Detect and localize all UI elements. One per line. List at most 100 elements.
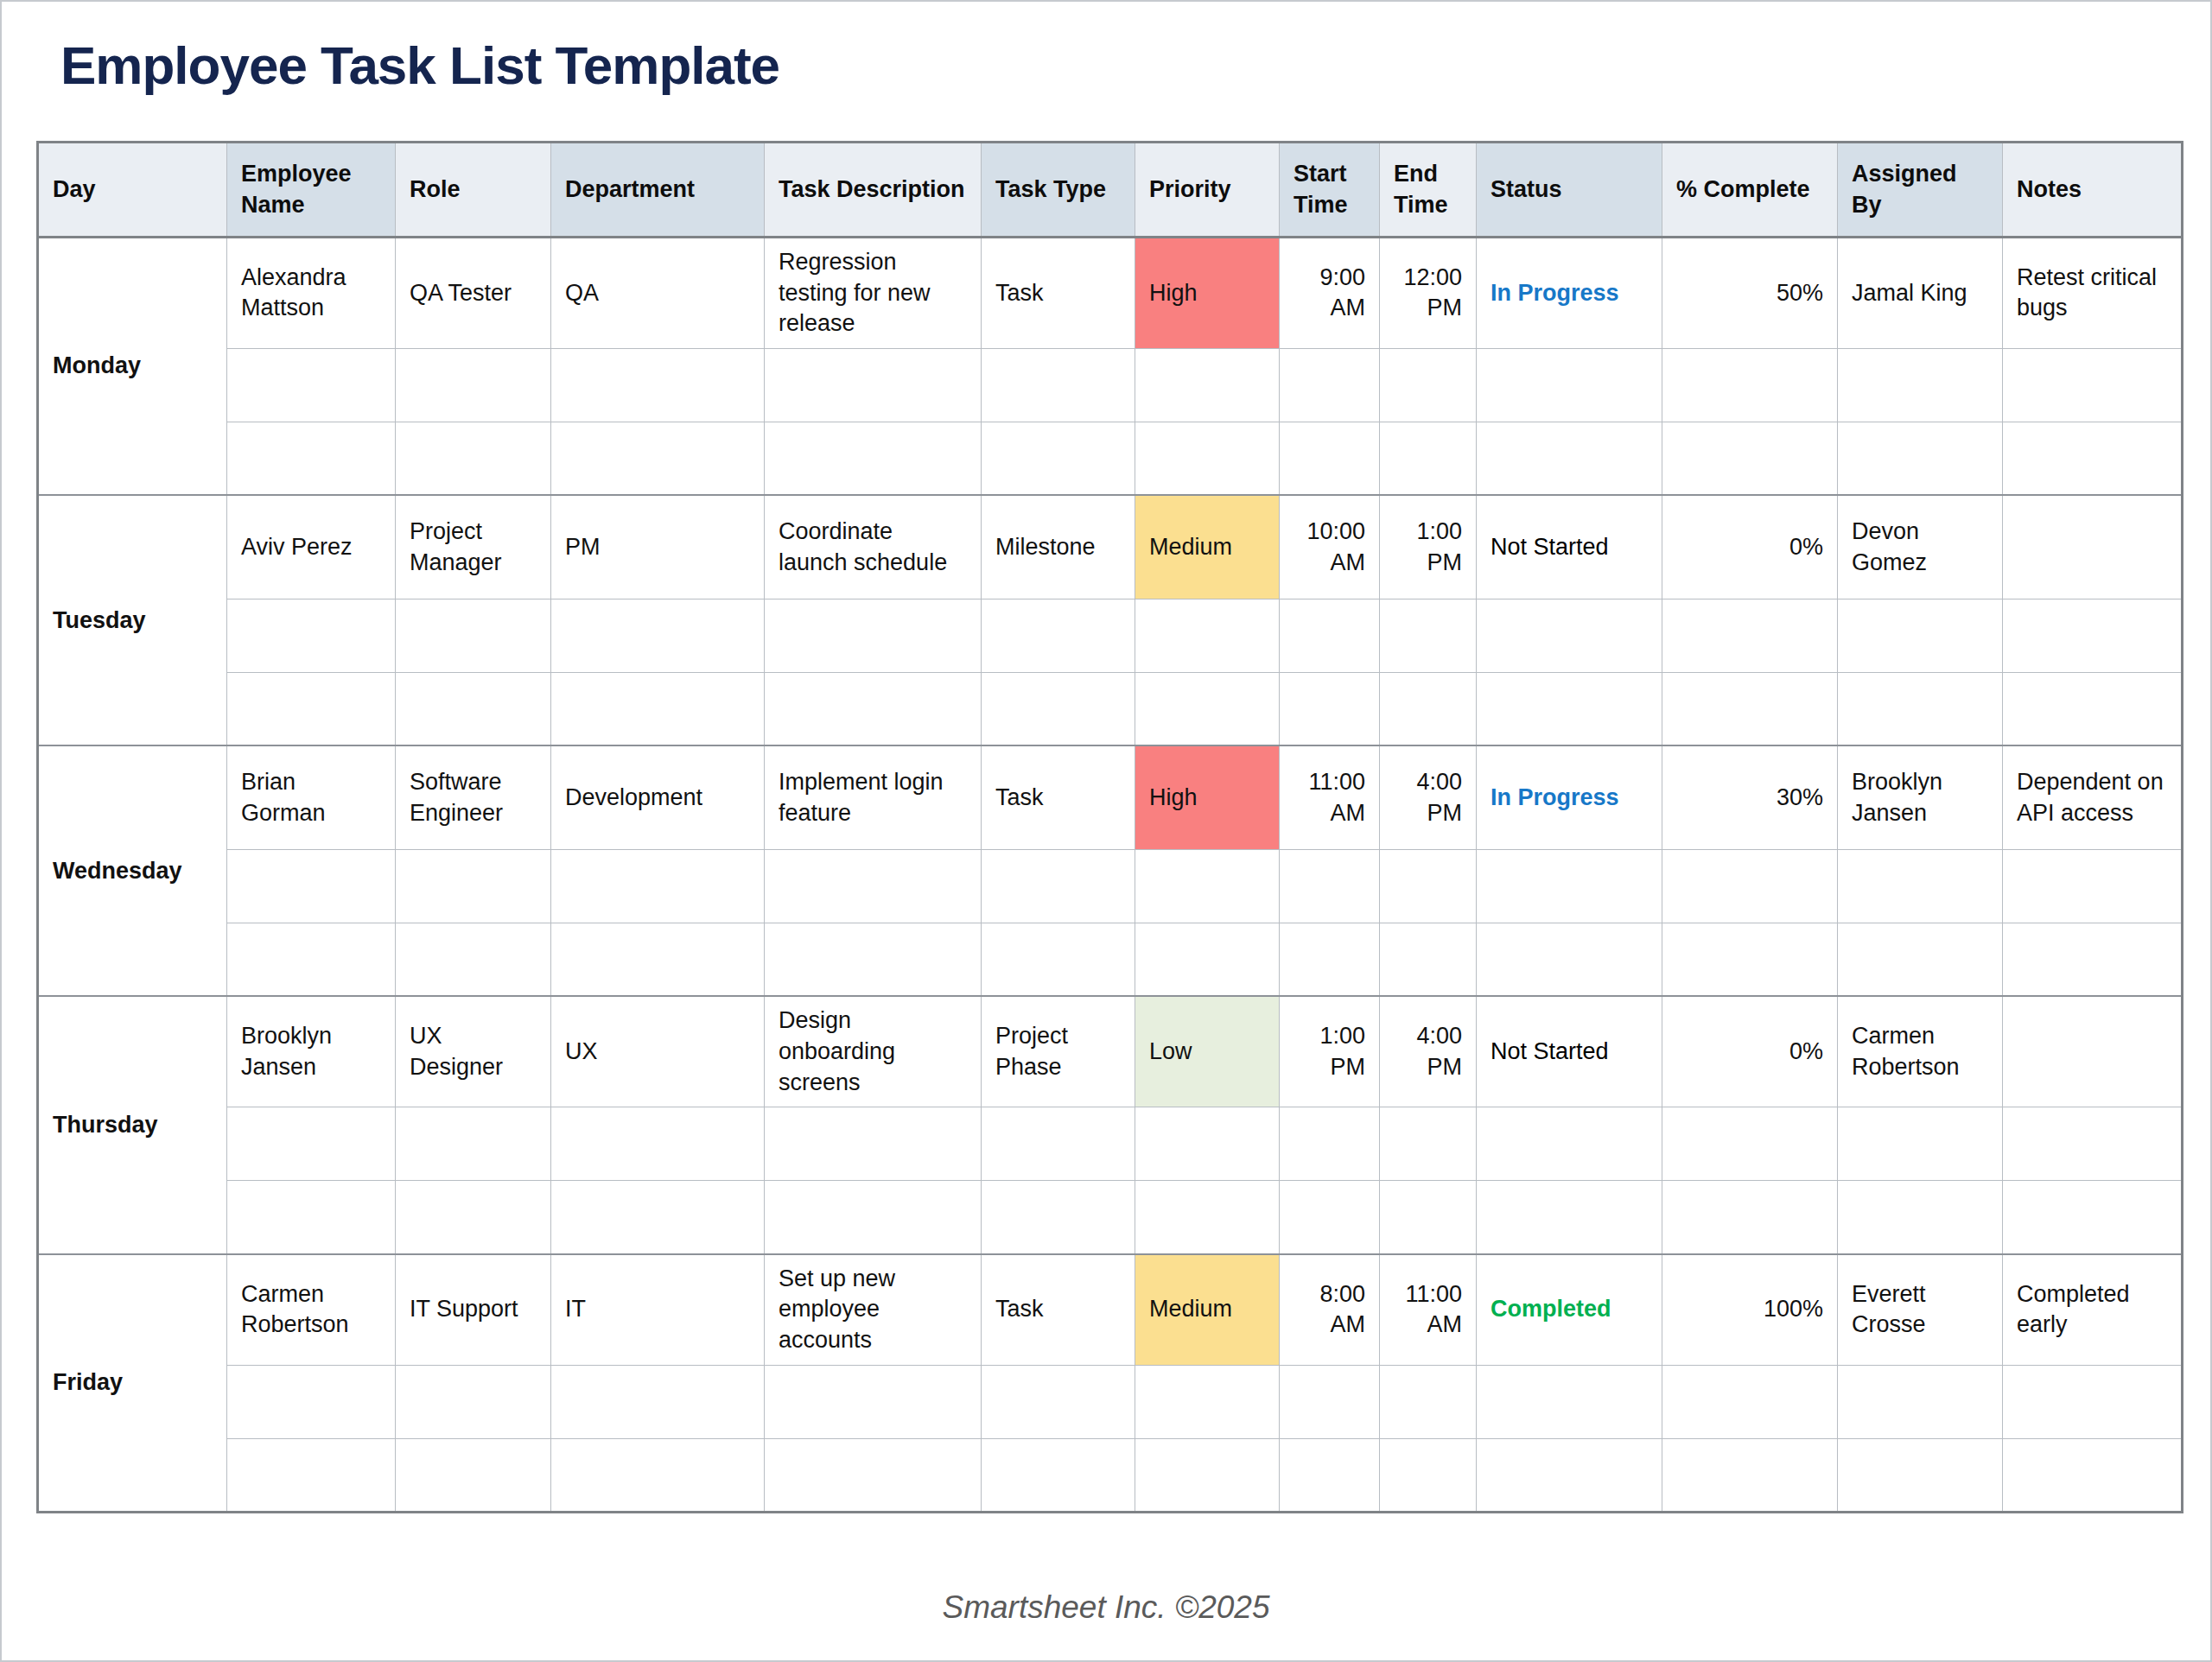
empty-cell[interactable]	[1280, 849, 1380, 923]
employee-name-cell[interactable]: Brooklyn Jansen	[227, 996, 396, 1107]
percent-complete-cell[interactable]: 0%	[1662, 996, 1838, 1107]
empty-cell[interactable]	[1477, 849, 1662, 923]
empty-cell[interactable]	[396, 1365, 551, 1438]
empty-cell[interactable]	[765, 599, 982, 672]
start-time-cell[interactable]: 1:00 PM	[1280, 996, 1380, 1107]
end-time-cell[interactable]: 1:00 PM	[1380, 495, 1477, 599]
empty-cell[interactable]	[1135, 1107, 1280, 1181]
start-time-cell[interactable]: 9:00 AM	[1280, 238, 1380, 349]
empty-cell[interactable]	[1477, 1365, 1662, 1438]
empty-cell[interactable]	[1380, 672, 1477, 745]
department-cell[interactable]: QA	[551, 238, 765, 349]
empty-cell[interactable]	[1662, 599, 1838, 672]
empty-cell[interactable]	[765, 672, 982, 745]
empty-cell[interactable]	[551, 849, 765, 923]
empty-cell[interactable]	[1135, 672, 1280, 745]
empty-cell[interactable]	[1280, 1365, 1380, 1438]
empty-cell[interactable]	[551, 1181, 765, 1254]
empty-cell[interactable]	[1280, 1181, 1380, 1254]
start-time-cell[interactable]: 11:00 AM	[1280, 745, 1380, 849]
end-time-cell[interactable]: 12:00 PM	[1380, 238, 1477, 349]
employee-name-cell[interactable]: Brian Gorman	[227, 745, 396, 849]
status-cell[interactable]: Not Started	[1477, 495, 1662, 599]
empty-cell[interactable]	[396, 1107, 551, 1181]
empty-cell[interactable]	[1280, 672, 1380, 745]
end-time-cell[interactable]: 4:00 PM	[1380, 745, 1477, 849]
day-cell-wednesday[interactable]: Wednesday	[38, 745, 227, 996]
empty-cell[interactable]	[227, 348, 396, 422]
empty-cell[interactable]	[982, 422, 1135, 495]
empty-cell[interactable]	[1838, 599, 2003, 672]
empty-cell[interactable]	[982, 1438, 1135, 1512]
empty-cell[interactable]	[2003, 1365, 2183, 1438]
empty-cell[interactable]	[1838, 849, 2003, 923]
empty-cell[interactable]	[1662, 1107, 1838, 1181]
empty-cell[interactable]	[1380, 1107, 1477, 1181]
empty-cell[interactable]	[1380, 1181, 1477, 1254]
empty-cell[interactable]	[227, 1365, 396, 1438]
status-cell[interactable]: In Progress	[1477, 238, 1662, 349]
department-cell[interactable]: UX	[551, 996, 765, 1107]
empty-cell[interactable]	[1135, 348, 1280, 422]
empty-cell[interactable]	[982, 672, 1135, 745]
employee-name-cell[interactable]: Carmen Robertson	[227, 1254, 396, 1365]
role-cell[interactable]: Software Engineer	[396, 745, 551, 849]
empty-cell[interactable]	[1838, 1181, 2003, 1254]
empty-cell[interactable]	[1135, 923, 1280, 996]
empty-cell[interactable]	[1135, 849, 1280, 923]
day-cell-friday[interactable]: Friday	[38, 1254, 227, 1512]
empty-cell[interactable]	[227, 1181, 396, 1254]
empty-cell[interactable]	[551, 348, 765, 422]
empty-cell[interactable]	[1838, 1365, 2003, 1438]
role-cell[interactable]: UX Designer	[396, 996, 551, 1107]
empty-cell[interactable]	[765, 1107, 982, 1181]
empty-cell[interactable]	[396, 1181, 551, 1254]
empty-cell[interactable]	[2003, 348, 2183, 422]
empty-cell[interactable]	[1280, 923, 1380, 996]
empty-cell[interactable]	[1280, 1107, 1380, 1181]
task-description-cell[interactable]: Coordinate launch schedule	[765, 495, 982, 599]
empty-cell[interactable]	[982, 1181, 1135, 1254]
empty-cell[interactable]	[1477, 1438, 1662, 1512]
task-type-cell[interactable]: Project Phase	[982, 996, 1135, 1107]
notes-cell[interactable]: Dependent on API access	[2003, 745, 2183, 849]
empty-cell[interactable]	[1838, 1438, 2003, 1512]
empty-cell[interactable]	[2003, 849, 2183, 923]
role-cell[interactable]: IT Support	[396, 1254, 551, 1365]
end-time-cell[interactable]: 4:00 PM	[1380, 996, 1477, 1107]
empty-cell[interactable]	[1662, 422, 1838, 495]
empty-cell[interactable]	[765, 422, 982, 495]
task-type-cell[interactable]: Task	[982, 1254, 1135, 1365]
priority-cell[interactable]: Low	[1135, 996, 1280, 1107]
task-type-cell[interactable]: Task	[982, 238, 1135, 349]
empty-cell[interactable]	[2003, 1107, 2183, 1181]
empty-cell[interactable]	[551, 599, 765, 672]
empty-cell[interactable]	[396, 1438, 551, 1512]
empty-cell[interactable]	[227, 849, 396, 923]
status-cell[interactable]: Not Started	[1477, 996, 1662, 1107]
empty-cell[interactable]	[1662, 1181, 1838, 1254]
notes-cell[interactable]: Retest critical bugs	[2003, 238, 2183, 349]
empty-cell[interactable]	[1280, 599, 1380, 672]
empty-cell[interactable]	[551, 1365, 765, 1438]
empty-cell[interactable]	[1280, 422, 1380, 495]
assigned-by-cell[interactable]: Brooklyn Jansen	[1838, 745, 2003, 849]
empty-cell[interactable]	[1838, 1107, 2003, 1181]
assigned-by-cell[interactable]: Everett Crosse	[1838, 1254, 2003, 1365]
empty-cell[interactable]	[1838, 923, 2003, 996]
assigned-by-cell[interactable]: Devon Gomez	[1838, 495, 2003, 599]
task-description-cell[interactable]: Set up new employee accounts	[765, 1254, 982, 1365]
role-cell[interactable]: QA Tester	[396, 238, 551, 349]
assigned-by-cell[interactable]: Jamal King	[1838, 238, 2003, 349]
empty-cell[interactable]	[551, 422, 765, 495]
empty-cell[interactable]	[1380, 849, 1477, 923]
empty-cell[interactable]	[765, 1181, 982, 1254]
end-time-cell[interactable]: 11:00 AM	[1380, 1254, 1477, 1365]
empty-cell[interactable]	[1135, 1181, 1280, 1254]
empty-cell[interactable]	[1135, 1438, 1280, 1512]
department-cell[interactable]: IT	[551, 1254, 765, 1365]
empty-cell[interactable]	[765, 849, 982, 923]
empty-cell[interactable]	[1662, 849, 1838, 923]
priority-cell[interactable]: High	[1135, 238, 1280, 349]
empty-cell[interactable]	[982, 1107, 1135, 1181]
